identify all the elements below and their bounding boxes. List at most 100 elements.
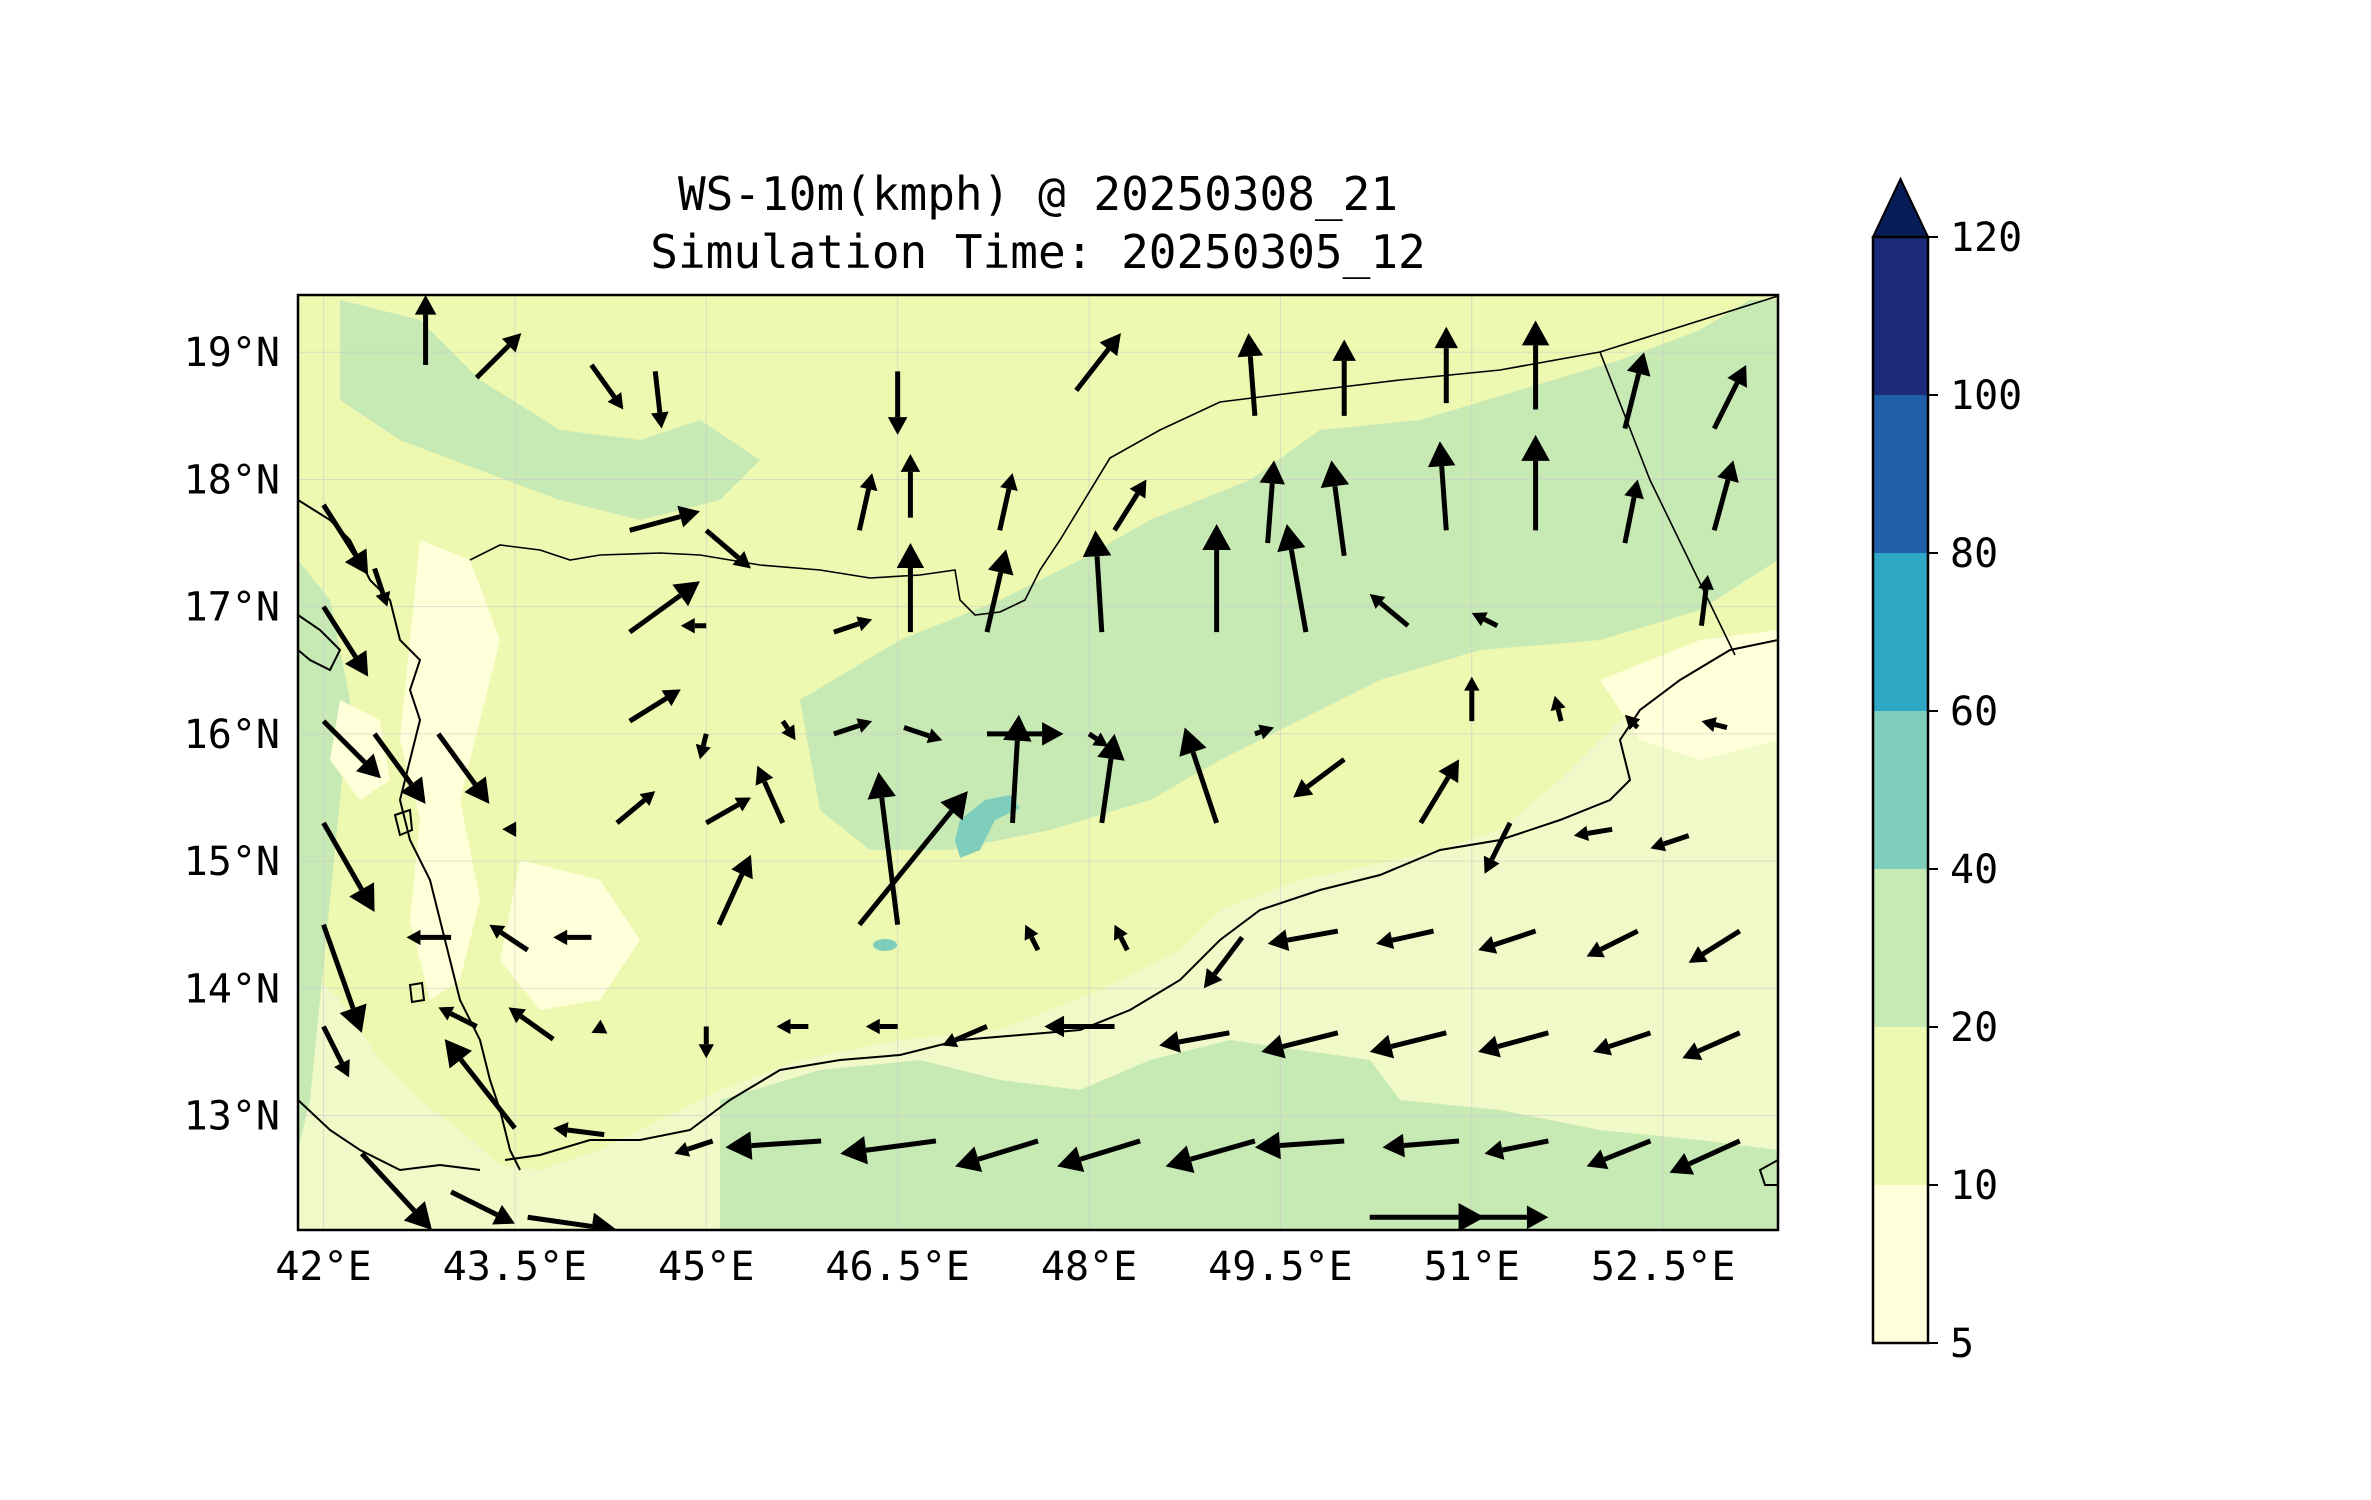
wind-vector-head <box>1092 732 1109 747</box>
wind-vector <box>502 821 517 837</box>
wind-vector <box>553 1122 605 1138</box>
wind-vector-shaft <box>1212 935 1245 976</box>
wind-vector <box>1711 460 1739 531</box>
wind-vector <box>414 295 437 365</box>
wind-vector <box>1478 1030 1550 1058</box>
wind-vector <box>780 719 796 741</box>
wind-vector-head <box>553 1122 569 1138</box>
wind-vector <box>615 791 656 825</box>
wind-vector-head <box>375 590 391 607</box>
wind-vector-shaft <box>567 1127 605 1138</box>
wind-vector-shaft <box>716 873 745 926</box>
latitude-ticks: 19°N 18°N 17°N 16°N 15°N 14°N 13°N <box>184 330 280 1139</box>
wind-vector <box>406 929 452 946</box>
wind-vector <box>1369 1030 1447 1059</box>
wind-vector-head <box>1698 574 1714 591</box>
wind-vector <box>1484 1138 1549 1160</box>
wind-vector-head <box>1099 333 1121 357</box>
wind-vector-head <box>1521 320 1550 346</box>
wind-vector <box>1471 1205 1549 1230</box>
wind-vector <box>1277 523 1309 633</box>
wind-vector <box>591 1019 608 1034</box>
wind-vector <box>755 765 786 824</box>
wind-vector <box>705 797 751 826</box>
wind-vector-shaft <box>1074 347 1111 392</box>
wind-vector <box>1237 333 1264 417</box>
wind-vector <box>1624 714 1641 731</box>
wind-vector <box>1376 928 1435 950</box>
wind-vector-shaft <box>1178 1030 1230 1045</box>
wind-vector <box>857 791 968 927</box>
colorbar-label-5: 5 <box>1950 1321 1974 1367</box>
wind-vector-shaft <box>1714 722 1728 730</box>
wind-vector-shaft <box>1305 757 1346 789</box>
wind-vector <box>1203 935 1245 989</box>
wind-vector-head <box>1573 825 1589 841</box>
wind-vector-shaft <box>751 1138 822 1149</box>
wind-vector-shaft <box>704 528 741 560</box>
wind-vector-head <box>356 753 381 779</box>
wind-vector <box>1293 757 1346 798</box>
wind-vector-shaft <box>1332 485 1347 557</box>
wind-vector-head <box>1259 460 1285 485</box>
colorbar-label-80: 80 <box>1950 531 1998 577</box>
wind-vector-shaft <box>984 572 1004 633</box>
wind-vector <box>628 581 700 635</box>
wind-vector <box>651 371 669 429</box>
wind-vector <box>1202 523 1231 633</box>
wind-vector-head <box>1471 612 1488 627</box>
map-frame <box>296 293 1780 1232</box>
wind-vector-head <box>1626 352 1651 377</box>
wind-vector-head <box>942 1032 959 1048</box>
wind-vector-head <box>856 616 873 632</box>
wind-vector-head <box>1438 759 1460 784</box>
wind-vector-head <box>489 924 506 939</box>
colorbar-frame <box>1871 235 1930 1345</box>
wind-vector-shaft <box>686 1138 714 1152</box>
wind-vector-head <box>1688 946 1708 963</box>
wind-vector <box>997 473 1018 531</box>
wind-vector-head <box>607 392 624 410</box>
wind-vector <box>1669 1138 1741 1175</box>
wind-vector <box>1254 724 1275 740</box>
wind-vector-shaft <box>780 719 790 730</box>
wind-vector-shaft <box>1497 1030 1550 1049</box>
wind-vector <box>867 772 901 926</box>
wind-vector <box>1622 479 1644 544</box>
wind-vector <box>680 618 707 634</box>
colorbar: 5 10 20 40 60 80 100 120 <box>1871 176 2022 1367</box>
red-sea-island-1 <box>298 614 342 672</box>
wind-vector-shaft <box>628 696 668 724</box>
wind-vector <box>449 1189 515 1225</box>
wind-vector <box>508 1007 555 1042</box>
speed-band-20-40-north <box>340 300 760 520</box>
wind-vector-head <box>1478 935 1498 954</box>
wind-vector-head <box>1254 1131 1281 1160</box>
wind-vector <box>1427 441 1456 531</box>
wind-vector-head <box>1003 714 1032 742</box>
wind-vector <box>1087 731 1109 747</box>
wind-vector-shaft <box>1029 936 1041 952</box>
wind-vector-head <box>1113 924 1128 941</box>
wind-vector-shaft <box>865 1138 937 1153</box>
saudi-yemen-border <box>469 351 1601 616</box>
wind-vector-head <box>955 1146 983 1173</box>
wind-vector-head <box>414 295 437 315</box>
colorbar-label-20: 20 <box>1950 1005 1998 1051</box>
wind-vector <box>1159 1030 1230 1053</box>
wind-vector-shaft <box>1189 1138 1256 1162</box>
wind-vector-head <box>1483 855 1500 874</box>
wind-vector-shaft <box>1501 1138 1549 1153</box>
wind-vector-shaft <box>321 503 358 557</box>
wind-vector-shaft <box>527 1214 593 1229</box>
wind-vector-shaft <box>1009 740 1020 824</box>
wind-vector-shaft <box>1608 1030 1652 1049</box>
red-sea-west-coast <box>298 1099 481 1172</box>
wind-vector-head <box>1624 714 1641 731</box>
wind-vector <box>1586 1138 1652 1170</box>
wind-vectors <box>321 295 1747 1230</box>
wind-vector-head <box>859 473 878 492</box>
wind-vector <box>1521 320 1550 410</box>
wind-vector <box>1267 928 1339 952</box>
